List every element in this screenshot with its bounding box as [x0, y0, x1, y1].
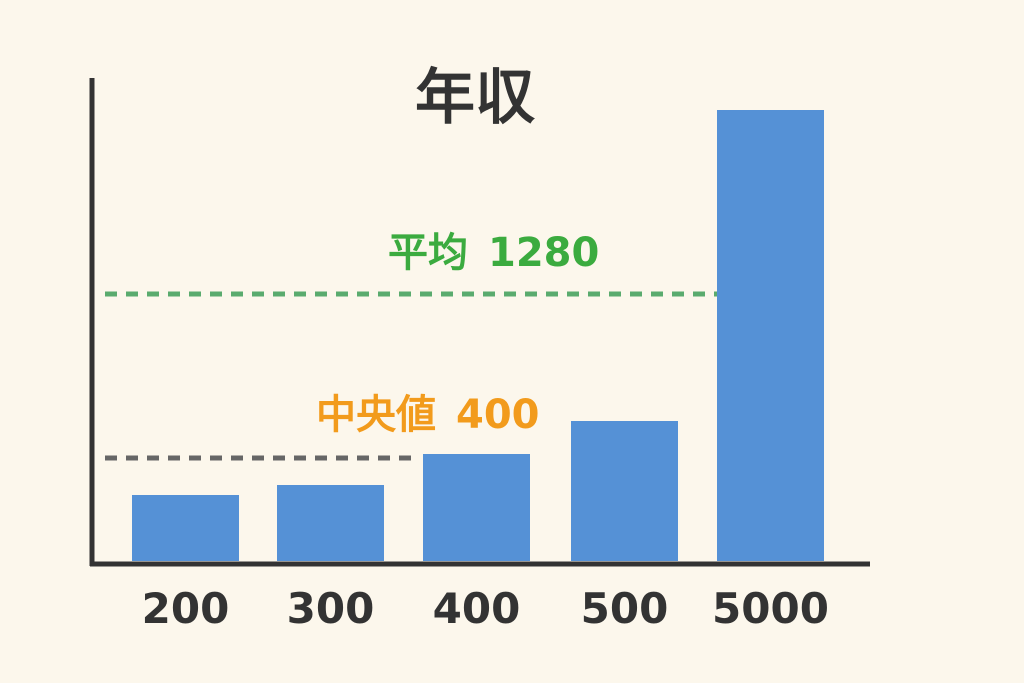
x-tick-label-5000: 5000 — [712, 584, 829, 633]
mean-label: 平均 1280 — [388, 230, 599, 276]
bar-500 — [571, 421, 678, 561]
bars-group — [132, 110, 824, 561]
bar-400 — [423, 454, 530, 561]
reference-lines: 平均 1280 中央値 400 — [105, 230, 717, 461]
x-tick-label-400: 400 — [433, 584, 521, 633]
median-label: 中央値 400 — [316, 392, 540, 438]
bar-5000 — [717, 110, 824, 561]
bar-300 — [277, 485, 384, 561]
chart-title: 年収 — [415, 63, 535, 133]
bar-200 — [132, 495, 239, 561]
x-tick-label-200: 200 — [142, 584, 230, 633]
x-tick-label-500: 500 — [581, 584, 669, 633]
x-tick-label-300: 300 — [287, 584, 375, 633]
x-tick-labels: 200 300 400 500 5000 — [142, 584, 829, 633]
